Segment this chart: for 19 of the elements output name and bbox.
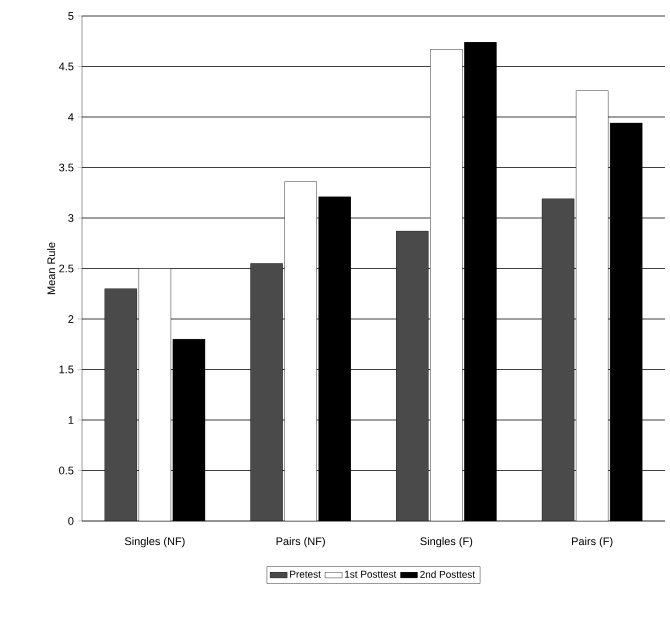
y-tick-label: 0.5 <box>59 466 74 474</box>
y-tick-label: 4.5 <box>58 62 74 70</box>
x-tick-label: Pairs (F) <box>572 537 612 548</box>
y-tick-label: 4 <box>68 113 74 121</box>
legend-label: 2nd Posttest <box>420 570 476 578</box>
x-tick-label: Singles (NF) <box>124 537 185 548</box>
y-tick-label: 1.5 <box>59 366 74 374</box>
legend-label: 1st Posttest <box>345 570 396 578</box>
legend-label: Pretest <box>290 570 321 578</box>
y-tick-label: 2 <box>68 315 74 323</box>
y-tick-label: 2.5 <box>59 264 74 272</box>
y-tick-label: 0 <box>68 517 74 525</box>
y-tick-label: 3.5 <box>59 164 74 172</box>
y-tick-label: 3 <box>68 214 74 222</box>
y-tick-label: 5 <box>68 12 74 20</box>
x-tick-label: Pairs (NF) <box>276 537 325 548</box>
x-tick-label: Singles (F) <box>420 537 472 548</box>
y-tick-label: 1 <box>68 416 74 424</box>
y-axis-title: Mean Rule <box>47 242 56 294</box>
